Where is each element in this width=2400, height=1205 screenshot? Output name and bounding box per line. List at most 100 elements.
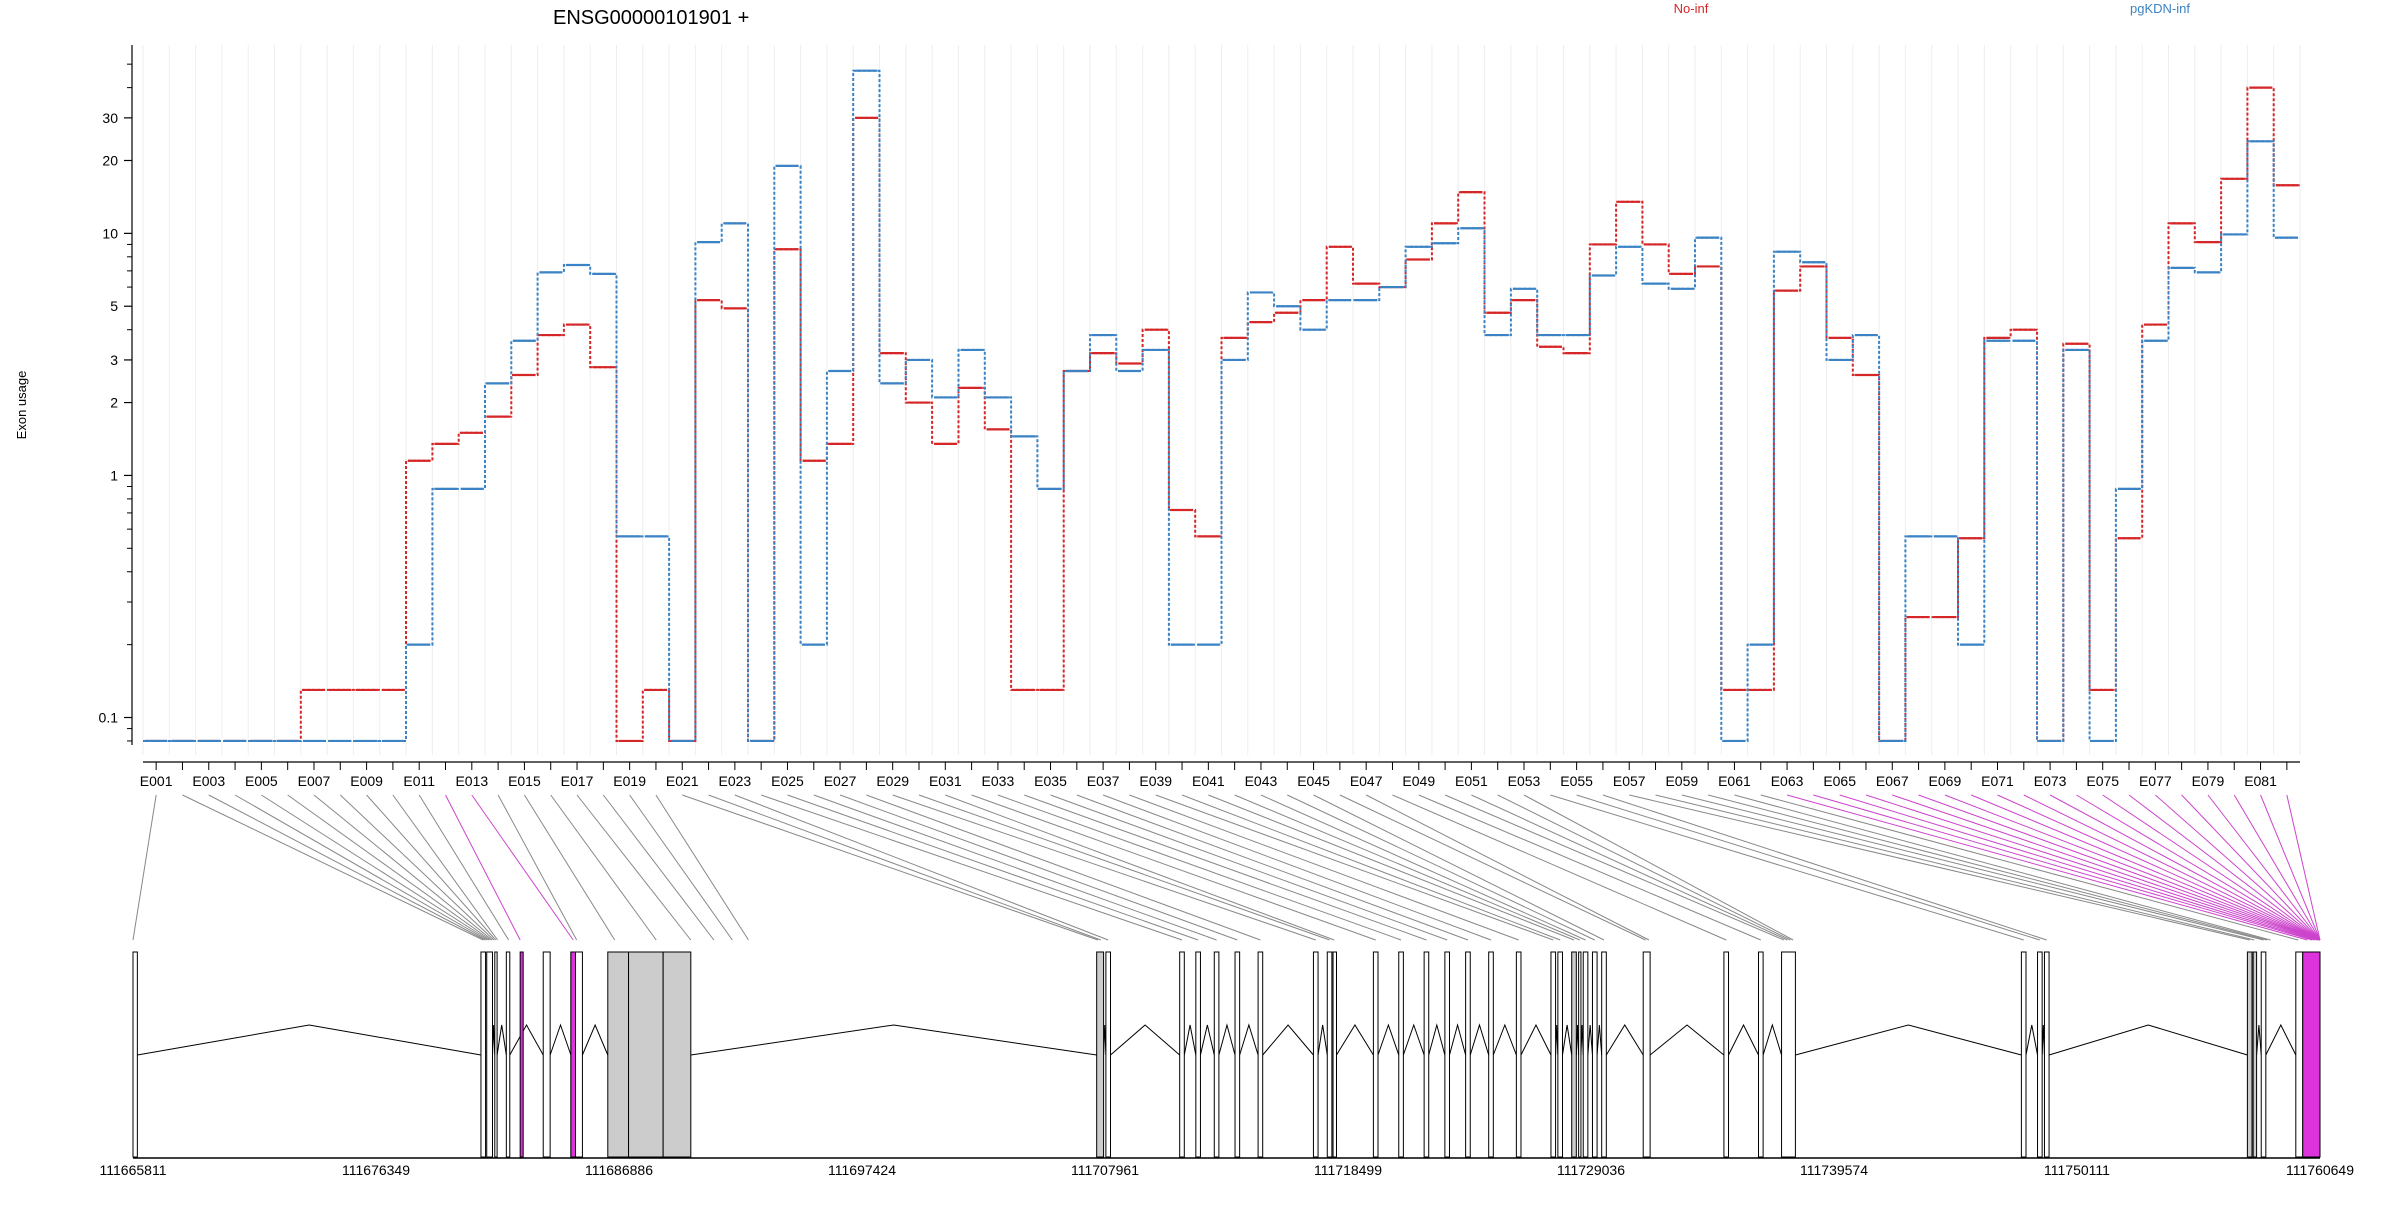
- highlighted-exon-box: [2302, 951, 2321, 1158]
- exon-connector: [2049, 794, 2321, 941]
- x-tick-label: E053: [1508, 773, 1541, 789]
- exon-connector: [234, 794, 488, 941]
- exon-box: [1465, 951, 1471, 1158]
- exon-connector: [1655, 794, 2255, 941]
- exon-connector: [339, 794, 495, 941]
- exon-box: [1105, 951, 1112, 1158]
- genome-tick-label: 111665811: [100, 1162, 167, 1178]
- exon-connector: [602, 794, 715, 941]
- exon-connector: [261, 794, 490, 941]
- exon-connector: [1681, 794, 2264, 941]
- x-tick-label: E051: [1455, 773, 1488, 789]
- x-tick-label: E057: [1613, 773, 1646, 789]
- exon-connector: [1444, 794, 1785, 941]
- x-tick-label: E033: [982, 773, 1015, 789]
- y-tick-label: 5: [110, 298, 118, 314]
- exon-connector: [576, 794, 692, 941]
- x-tick-label: E025: [771, 773, 804, 789]
- series-lines: [143, 69, 2300, 743]
- y-tick-label: 20: [102, 152, 118, 168]
- intron-line: [549, 1023, 572, 1056]
- exon-box: [1515, 951, 1522, 1158]
- exon-connector: [629, 794, 733, 941]
- intron-line: [1336, 1024, 1374, 1056]
- exon-connector: [523, 794, 616, 941]
- exon-box: [1488, 951, 1494, 1158]
- exon-box: [2260, 951, 2267, 1158]
- intron-line: [1561, 1024, 1573, 1056]
- intron-line: [1762, 1023, 1783, 1056]
- x-tick-label: E077: [2139, 773, 2172, 789]
- exon-connector: [2023, 794, 2321, 941]
- y-tick-label: 2: [110, 395, 118, 411]
- x-tick-label: E041: [1192, 773, 1225, 789]
- x-tick-label: E027: [824, 773, 857, 789]
- exon-connector: [682, 794, 1098, 941]
- x-tick-label: E045: [1297, 773, 1330, 789]
- exon-connector: [1287, 794, 1595, 941]
- exon-connector: [418, 794, 510, 941]
- x-tick-label: E081: [2244, 773, 2277, 789]
- exon-connector: [1050, 794, 1448, 941]
- exon-box: [1781, 951, 1796, 1158]
- exon-connector: [2128, 794, 2321, 941]
- exon-connector: [892, 794, 1316, 941]
- intron-line: [1587, 1024, 1593, 1056]
- exon-box: [1723, 951, 1730, 1158]
- intron-line: [1239, 1023, 1259, 1056]
- x-tick-label: E039: [1139, 773, 1172, 789]
- exon-connector: [1234, 794, 1580, 941]
- exon-connector: [1181, 794, 1561, 941]
- y-tick-label: 10: [102, 225, 118, 241]
- exon-box: [2020, 951, 2027, 1158]
- legend-label-no-inf: No-inf: [1674, 1, 1709, 16]
- intron-line: [1199, 1024, 1215, 1056]
- x-tick-label: E065: [1823, 773, 1856, 789]
- genome-tick-label: 111718499: [1314, 1162, 1382, 1178]
- exon-box: [1234, 951, 1241, 1158]
- x-tick-label: E019: [613, 773, 646, 789]
- exon-box: [2252, 951, 2258, 1158]
- exon-connector: [1997, 794, 2321, 941]
- exon-box: [607, 951, 630, 1158]
- exon-connector: [2207, 794, 2321, 941]
- y-tick-label: 1: [110, 467, 118, 483]
- exon-box: [1423, 951, 1430, 1158]
- exon-connector: [734, 794, 1109, 941]
- highlighted-exon-box: [570, 951, 577, 1158]
- intron-line: [690, 1024, 1097, 1056]
- exon-box: [2246, 951, 2253, 1158]
- intron-line: [137, 1024, 482, 1056]
- x-tick-label: E075: [2086, 773, 2119, 789]
- exon-box: [1312, 951, 1319, 1158]
- x-tick-label: E021: [666, 773, 699, 789]
- exon-connector: [1418, 794, 1762, 941]
- intron-line: [1605, 1024, 1644, 1056]
- intron-line: [1183, 1024, 1197, 1056]
- exon-connector: [1208, 794, 1575, 941]
- exon-connector: [182, 794, 484, 941]
- exon-connector: [445, 794, 521, 941]
- chart-title: ENSG00000101901 +: [553, 7, 749, 29]
- exon-connector: [866, 794, 1261, 941]
- intron-line: [496, 1024, 507, 1056]
- exon-box: [486, 951, 493, 1158]
- exon-connector: [839, 794, 1238, 941]
- exon-connector: [2154, 794, 2321, 941]
- exon-box: [2295, 951, 2304, 1158]
- intron-line: [1795, 1024, 2022, 1056]
- x-tick-label: E063: [1771, 773, 1804, 789]
- x-tick-label: E035: [1034, 773, 1067, 789]
- exon-connector: [1629, 794, 2250, 941]
- exon-connector: [1918, 794, 2320, 941]
- exon-connector: [761, 794, 1183, 941]
- intron-line: [1428, 1023, 1446, 1056]
- exon-connector: [208, 794, 486, 941]
- x-tick-label: E043: [1245, 773, 1278, 789]
- exon-box: [1571, 951, 1577, 1158]
- intron-line: [1377, 1023, 1400, 1056]
- exon-box: [542, 951, 551, 1158]
- x-tick-label: E069: [1929, 773, 1962, 789]
- intron-line: [1218, 1023, 1236, 1056]
